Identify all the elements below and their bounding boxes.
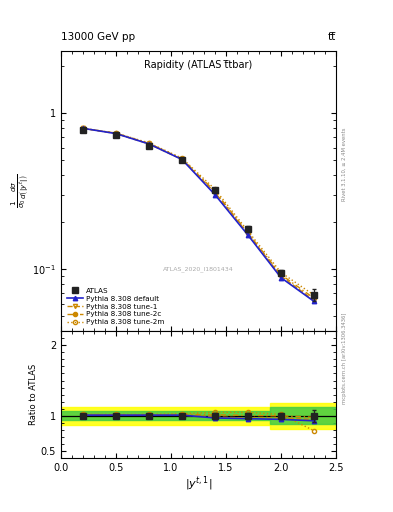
Text: mcplots.cern.ch [arXiv:1306.3436]: mcplots.cern.ch [arXiv:1306.3436] xyxy=(342,313,347,404)
Y-axis label: $\frac{1}{\sigma_0}\frac{d\sigma}{d\left(|y^{t}|\right)}$: $\frac{1}{\sigma_0}\frac{d\sigma}{d\left… xyxy=(9,174,31,208)
Bar xyxy=(61,411,270,420)
Bar xyxy=(270,403,336,429)
Bar xyxy=(270,408,336,424)
Text: tt̅: tt̅ xyxy=(328,32,336,42)
Text: Rapidity (ATLAS t̅tbar): Rapidity (ATLAS t̅tbar) xyxy=(144,59,253,70)
Y-axis label: Ratio to ATLAS: Ratio to ATLAS xyxy=(29,364,38,425)
Text: ATLAS_2020_I1801434: ATLAS_2020_I1801434 xyxy=(163,267,234,272)
X-axis label: $|y^{t,1}|$: $|y^{t,1}|$ xyxy=(185,475,212,493)
Text: 13000 GeV pp: 13000 GeV pp xyxy=(61,32,135,42)
Legend: ATLAS, Pythia 8.308 default, Pythia 8.308 tune-1, Pythia 8.308 tune-2c, Pythia 8: ATLAS, Pythia 8.308 default, Pythia 8.30… xyxy=(64,286,167,328)
Bar xyxy=(61,407,270,425)
Text: Rivet 3.1.10, ≥ 2.4M events: Rivet 3.1.10, ≥ 2.4M events xyxy=(342,127,347,201)
